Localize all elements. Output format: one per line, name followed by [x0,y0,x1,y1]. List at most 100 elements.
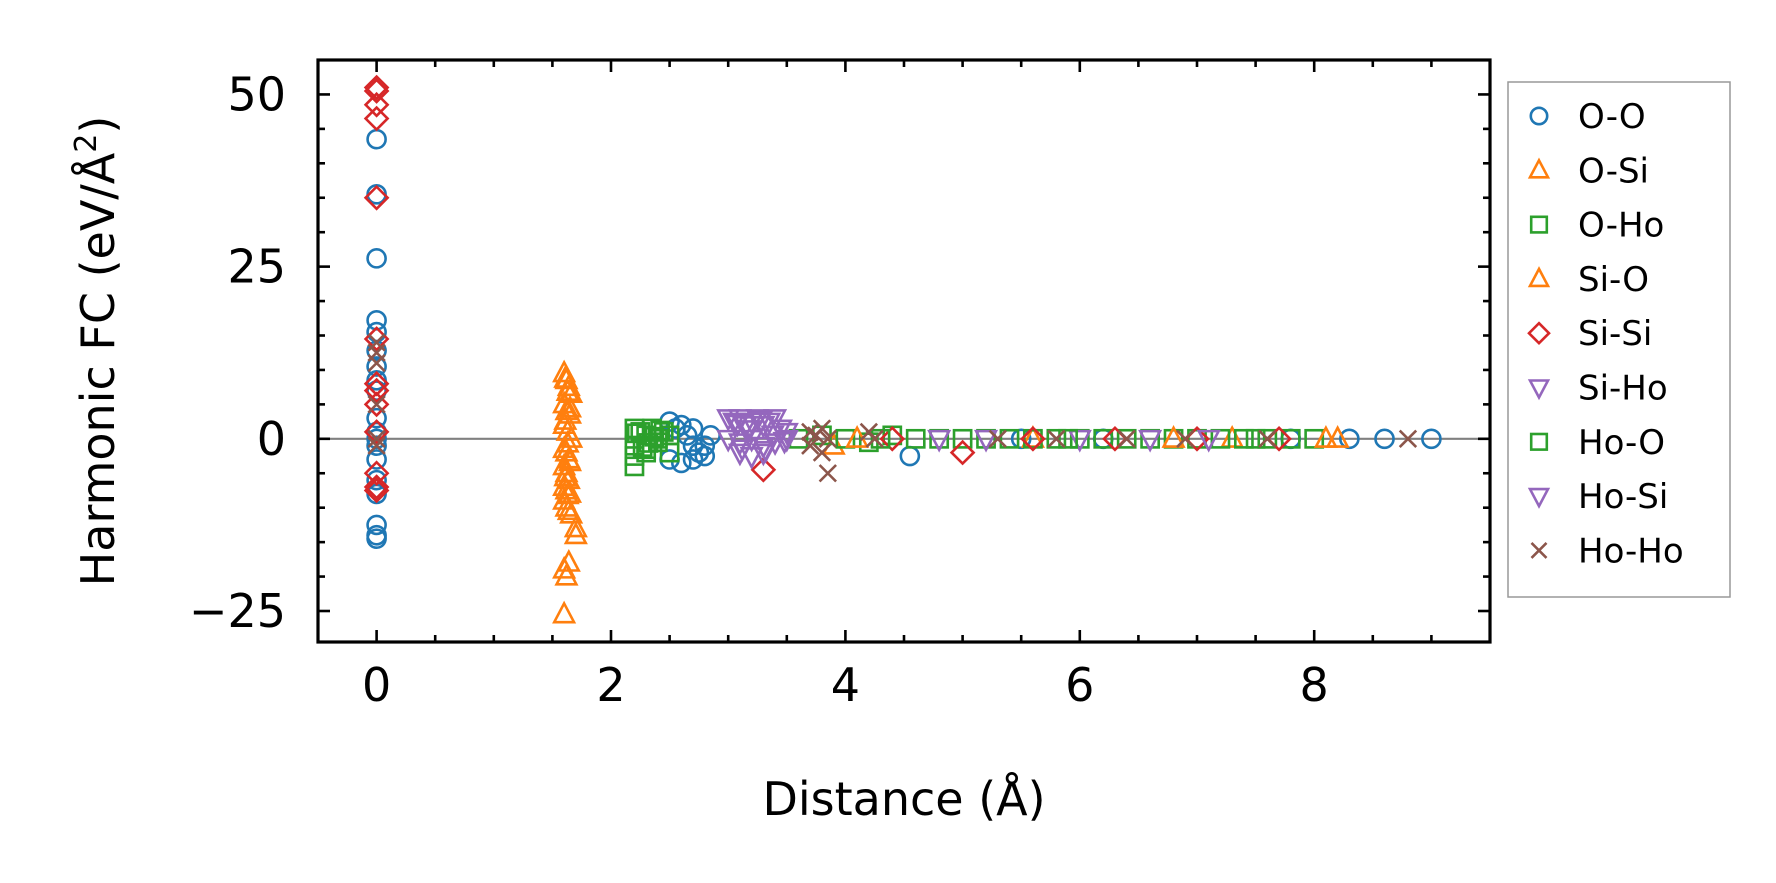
y-tick-label: 0 [257,412,286,466]
legend-marker [1527,379,1551,401]
data-point [367,436,386,455]
data-point [730,439,755,463]
data-point [772,431,797,455]
data-point [1339,428,1360,450]
series-ho-si [725,411,1163,464]
legend-item-o-o: O-O [1529,97,1646,137]
legend: O-O O-Si O-Ho Si-O Si-Si Si-Ho Ho-O Ho-Si Ho-Ho [1507,81,1731,598]
data-point [1258,429,1277,448]
data-point [1010,428,1032,450]
data-point [1257,428,1278,449]
legend-item-o-ho: O-Ho [1529,206,1664,246]
y-axis-label: Harmonic FC (eV/Å2) [69,116,125,587]
data-point [818,429,837,448]
data-point [999,428,1020,449]
data-point [737,420,762,443]
legend-marker [1529,215,1549,234]
data-point [563,521,588,545]
data-point [949,439,976,466]
data-point [366,514,387,536]
legend-marker [1527,321,1551,346]
data-point [367,353,386,373]
data-point [624,456,645,477]
legend-item-si-o: Si-O [1527,260,1649,300]
data-point [818,464,837,483]
data-point [879,425,906,452]
data-point [670,452,692,474]
data-point [552,600,577,624]
legend-label: Ho-O [1578,423,1665,463]
data-point [1234,428,1254,449]
data-points [363,74,1442,624]
data-point [366,248,387,269]
x-tick-label: 4 [831,658,860,712]
data-point [363,91,390,118]
series-si-o [553,365,1338,505]
legend-item-ho-o: Ho-O [1529,423,1665,463]
data-point [865,429,884,448]
data-point [363,477,390,504]
legend-item-ho-ho: Ho-Ho [1530,531,1684,571]
data-point [1196,429,1221,453]
legend-label: Ho-Ho [1578,531,1684,571]
data-point [363,74,390,101]
y-tick-label: 25 [227,240,286,294]
legend-label: Si-Ho [1578,369,1668,409]
data-point [1138,429,1163,453]
series-ho-o [626,420,1266,457]
data-point [363,391,390,418]
data-point [1093,428,1114,449]
data-point [555,481,580,505]
data-point [366,449,387,470]
legend-label: Si-O [1578,260,1649,300]
x-tick-label: 6 [1065,658,1094,712]
x-axis-label: Distance (Å) [762,772,1045,826]
y-tick-label: 50 [227,67,286,121]
y-axis-label-prefix: Harmonic FC (eV/Å [71,152,125,586]
data-point [554,562,579,586]
series-ho-ho [367,333,1418,483]
y-axis-label-superscript: 2 [69,134,104,153]
data-point [1398,429,1418,448]
legend-marker [1527,487,1551,509]
data-point [553,407,578,430]
legend-label: O-Si [1578,151,1649,191]
data-point [988,429,1007,448]
data-point [682,449,704,470]
axis-ticks [318,60,1490,642]
data-point [553,463,578,487]
data-point [812,443,832,462]
data-point [1313,425,1338,448]
x-tick-label: 0 [362,658,391,712]
legend-label: O-Ho [1578,206,1664,246]
data-point [905,428,926,449]
data-point [363,184,390,211]
data-point [363,78,390,104]
data-point [1047,429,1066,448]
data-point [694,445,716,467]
legend-marker [1529,432,1549,451]
data-point [366,356,387,377]
data-point [366,407,387,429]
legend-item-ho-si: Ho-Si [1527,477,1668,517]
data-point [367,395,386,414]
data-point [650,420,671,441]
data-point [363,105,390,132]
y-tick-label: −25 [189,584,286,638]
data-point [739,447,764,470]
data-point [363,474,390,500]
y-axis-label-suffix: ) [71,116,125,134]
data-point [367,429,386,448]
data-point [638,433,659,453]
data-point [1046,428,1067,449]
data-point [1117,429,1136,448]
data-point [716,409,741,432]
data-point [366,380,387,401]
legend-marker [1529,106,1549,126]
plot-frame [316,58,1492,644]
data-point [559,500,584,524]
data-point [1325,425,1350,448]
data-point [1067,429,1092,453]
data-point [973,429,999,453]
